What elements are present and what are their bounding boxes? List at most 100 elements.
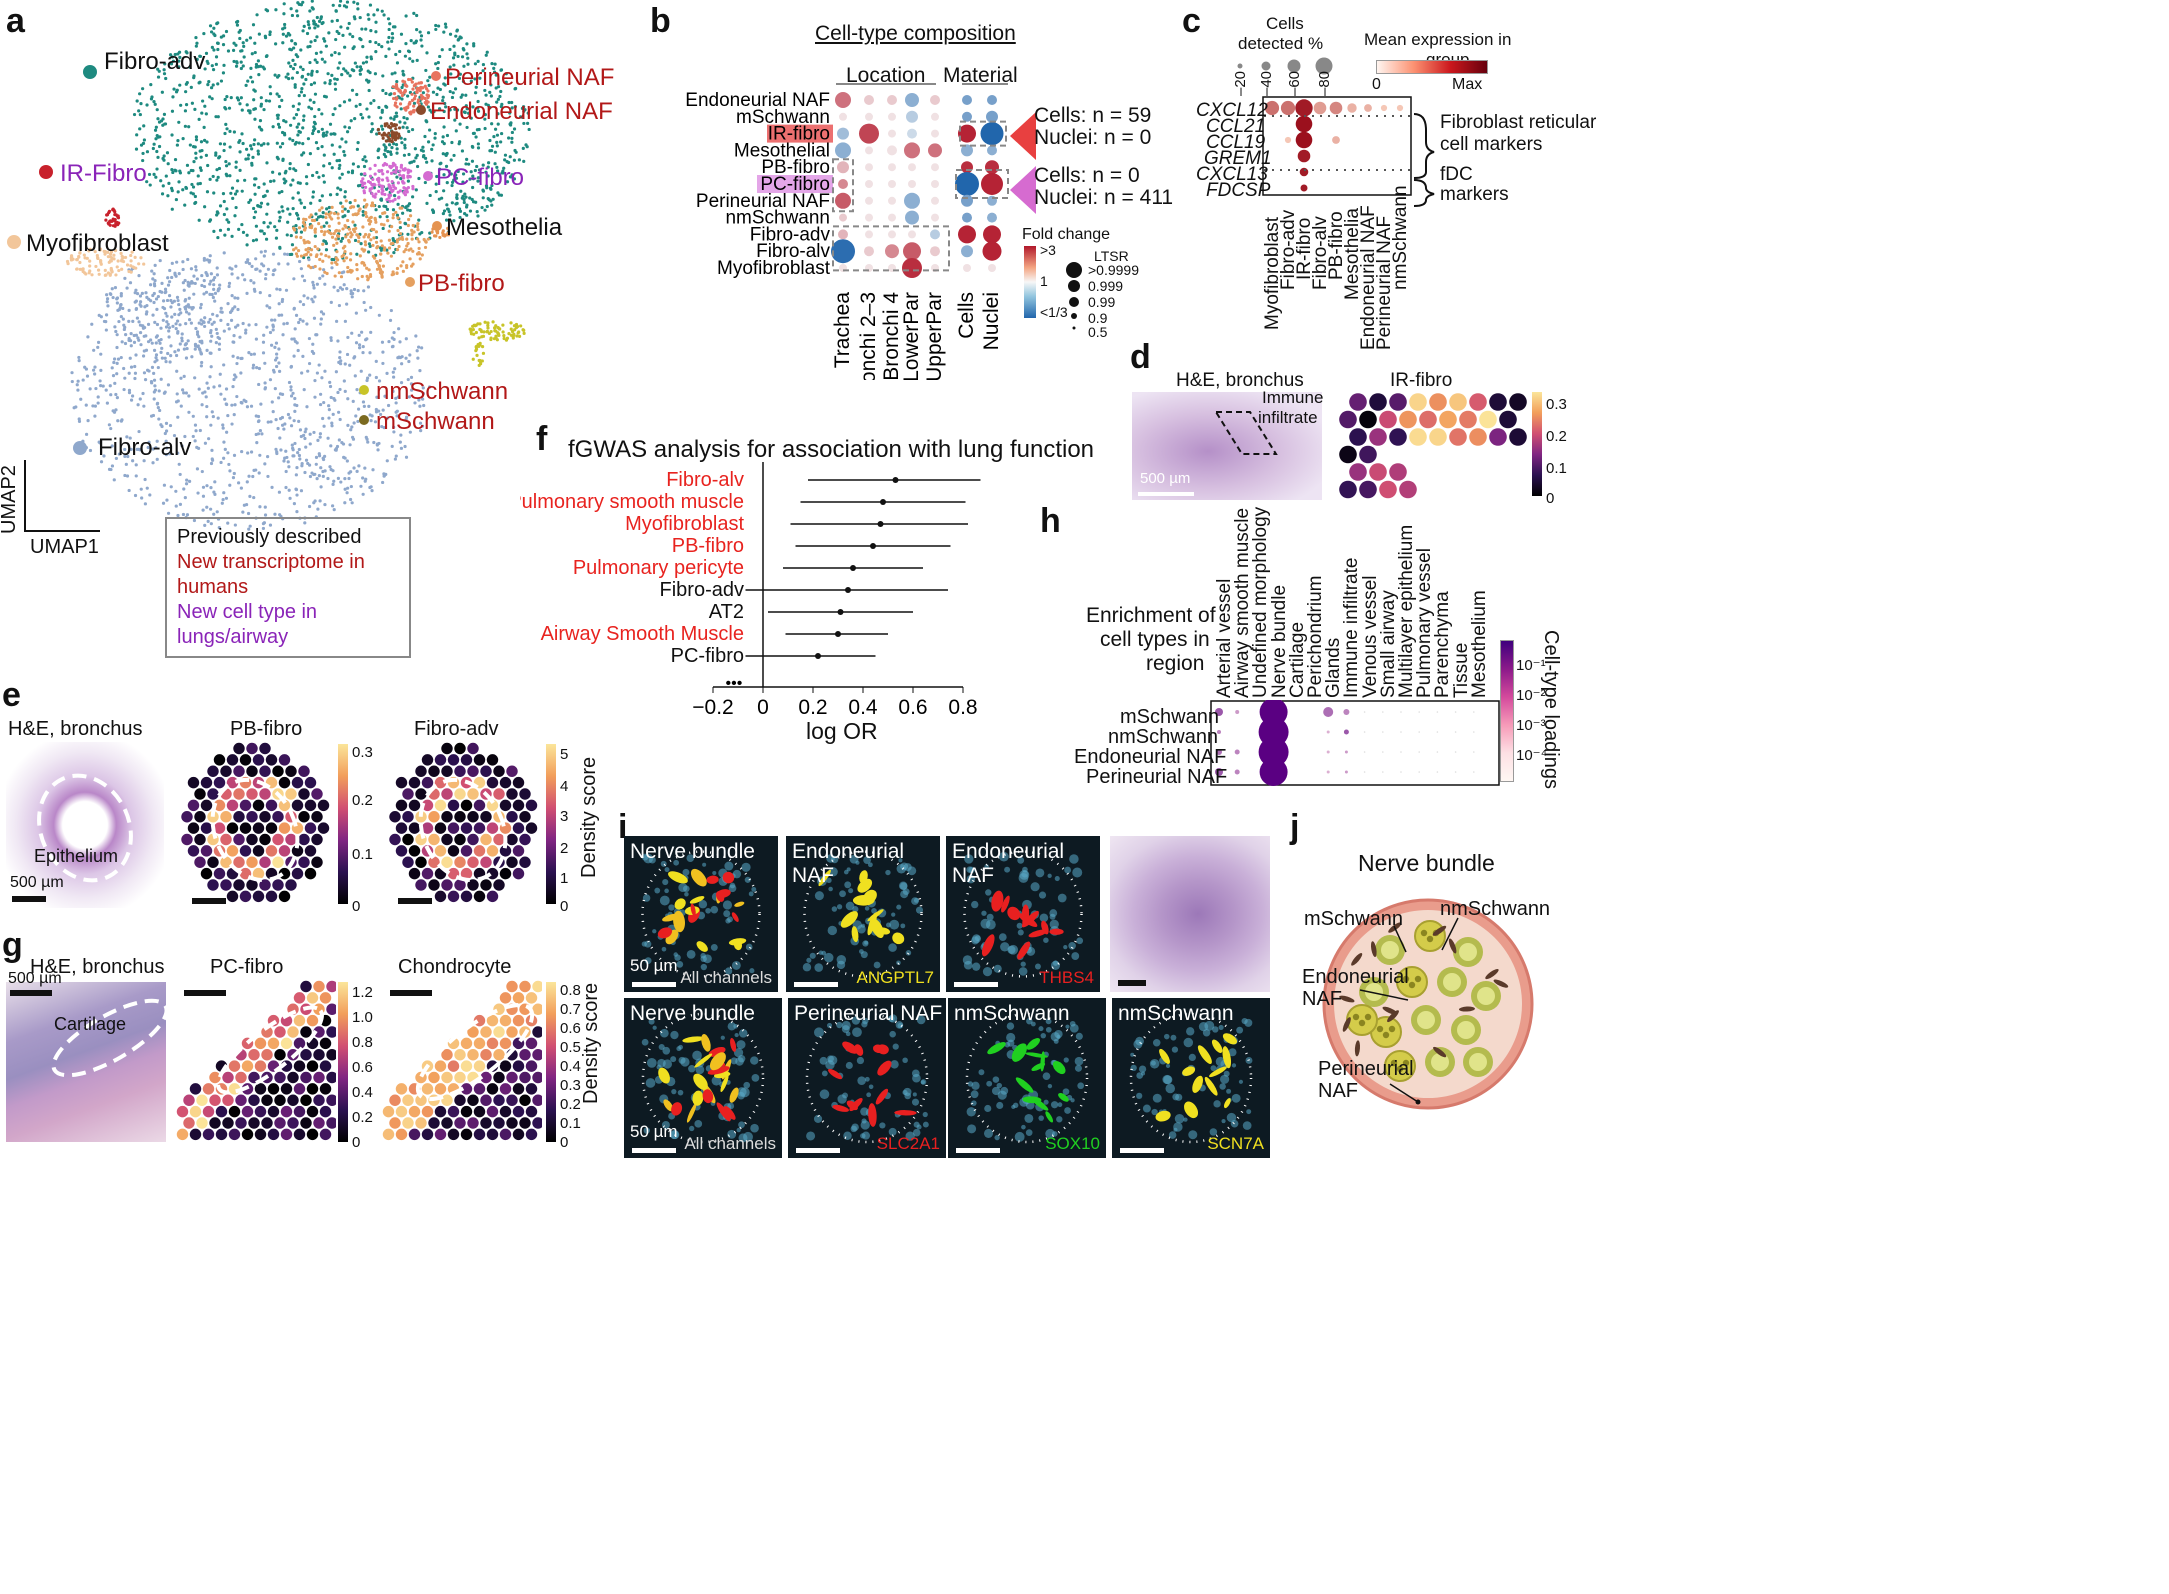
umap-cell-point — [216, 416, 220, 420]
umap-cell-point — [406, 241, 410, 246]
spot — [267, 1105, 280, 1118]
umap-cell-point — [357, 346, 362, 350]
umap-cell-point — [249, 450, 254, 454]
gene-ccl19: CCL19 — [1206, 132, 1266, 153]
umap-cell-point — [471, 174, 475, 178]
umap-cell-point — [297, 226, 302, 230]
umap-cell-point — [226, 521, 230, 525]
umap-cell-point — [374, 208, 378, 212]
colorbar-tick: 0 — [352, 1134, 361, 1151]
nucleus — [1130, 1052, 1135, 1057]
umap-cell-point — [306, 296, 310, 300]
umap-cell-point — [441, 98, 445, 103]
umap-cell-point — [302, 151, 306, 155]
spot — [319, 1128, 332, 1141]
umap-cell-point — [271, 368, 276, 372]
spot — [395, 776, 408, 789]
umap-cell-point — [243, 178, 247, 182]
h-dot — [1400, 751, 1402, 753]
g-he-image — [6, 982, 166, 1142]
spot — [519, 856, 531, 868]
umap-cell-point — [206, 61, 210, 66]
umap-cell-point — [314, 212, 318, 216]
umap-cell-point — [344, 140, 348, 144]
umap-cell-point — [214, 62, 218, 66]
umap-cell-point — [321, 215, 325, 219]
umap-cell-point — [167, 326, 172, 330]
spot — [493, 1026, 505, 1038]
nucleus — [985, 919, 996, 930]
umap-cell-point — [356, 407, 361, 411]
umap-cell-point — [322, 153, 326, 157]
spot — [1489, 428, 1507, 446]
umap-cell-point — [450, 95, 455, 100]
umap-cell-point — [416, 237, 420, 241]
nucleus — [905, 1131, 915, 1141]
umap-cell-point — [333, 398, 337, 402]
spot — [304, 822, 317, 834]
umap-cell-point — [354, 311, 358, 315]
umap-cell-point — [383, 473, 387, 477]
umap-cell-point — [122, 387, 126, 392]
nucleus — [862, 1017, 869, 1025]
umap-cell-point — [173, 350, 177, 354]
umap-cell-point — [241, 321, 245, 326]
umap-cell-point — [251, 239, 256, 243]
umap-cell-point — [318, 435, 322, 439]
umap-cell-point — [250, 161, 254, 165]
spot — [1349, 393, 1367, 411]
umap-cell-point — [191, 281, 195, 285]
umap-cell-point — [342, 259, 346, 263]
umap-cell-point — [522, 121, 526, 126]
spot — [265, 890, 278, 903]
spot — [486, 1014, 499, 1027]
umap-cell-point — [240, 108, 244, 112]
spot — [402, 1094, 414, 1106]
spot — [428, 833, 440, 846]
umap-cell-point — [141, 324, 145, 328]
umap-cell-point — [409, 375, 414, 379]
umap-cell-point — [281, 41, 285, 45]
umap-cell-point — [395, 96, 399, 100]
umap-cell-point — [356, 2, 360, 6]
nucleus — [1246, 1109, 1252, 1115]
umap-cell-point — [165, 298, 170, 303]
spot — [215, 1105, 228, 1118]
umap-cell-point — [106, 250, 110, 254]
umap-cell-point — [398, 226, 402, 230]
umap-cell-point — [186, 257, 190, 262]
umap-cell-point — [514, 322, 519, 327]
h-dot — [1436, 751, 1439, 753]
umap-cell-point — [380, 244, 384, 248]
spot — [480, 1049, 492, 1061]
umap-cell-point — [304, 248, 308, 252]
umap-cell-point — [210, 410, 214, 414]
g-cartilage-outline — [51, 998, 169, 1078]
umap-cell-point — [114, 392, 118, 397]
umap-cell-point — [144, 348, 149, 352]
spot — [408, 845, 421, 857]
h-dot — [1473, 751, 1475, 753]
umap-cell-point — [376, 156, 381, 160]
umap-cell-point — [238, 138, 242, 143]
c-size-legend — [1237, 57, 1333, 75]
j-axon — [1426, 935, 1434, 943]
umap-cell-point — [252, 98, 256, 102]
umap-cell-point — [331, 112, 335, 117]
spot — [460, 822, 473, 834]
umap-cell-point — [295, 403, 299, 408]
umap-cell-point — [410, 127, 415, 132]
nucleus — [1056, 1116, 1063, 1123]
umap-cell-point — [318, 276, 322, 280]
e-scalebar-3 — [398, 898, 432, 904]
umap-cell-point — [77, 254, 81, 259]
umap-cell-point — [204, 112, 208, 116]
umap-cell-point — [170, 109, 175, 113]
umap-cluster-marker — [423, 171, 433, 181]
umap-cell-point — [137, 429, 141, 434]
nucleus — [1024, 1113, 1034, 1123]
umap-cell-point — [184, 322, 188, 326]
umap-cell-point — [127, 269, 131, 274]
umap-cell-point — [322, 224, 326, 228]
umap-cell-point — [138, 300, 143, 304]
